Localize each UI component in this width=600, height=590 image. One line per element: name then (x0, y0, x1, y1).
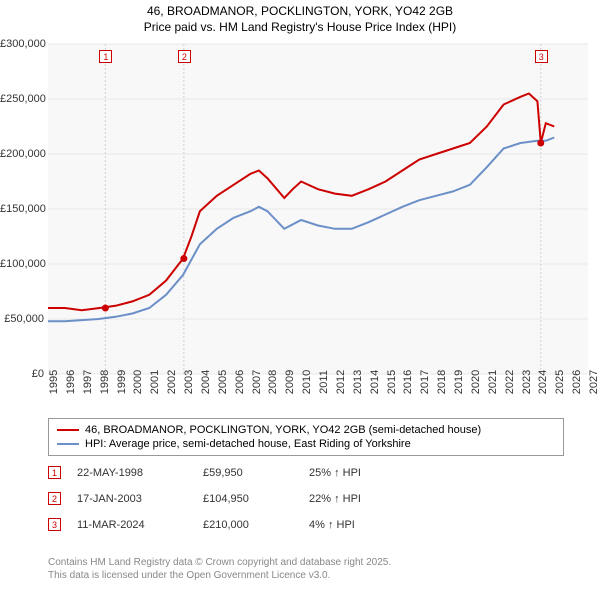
legend-item-2: HPI: Average price, semi-detached house,… (57, 437, 555, 451)
x-tick-label: 2017 (419, 370, 431, 394)
x-tick-label: 2002 (166, 370, 178, 394)
x-tick-label: 2004 (200, 370, 212, 394)
x-tick-label: 1997 (82, 370, 94, 394)
chart-svg (48, 44, 588, 374)
sale-pct-1: 25% ↑ HPI (309, 467, 409, 479)
y-tick-label: £50,000 (0, 313, 44, 325)
x-tick-label: 2015 (386, 370, 398, 394)
legend-swatch-2 (57, 443, 79, 445)
x-tick-label: 2012 (335, 370, 347, 394)
x-tick-label: 2021 (487, 370, 499, 394)
sale-date-2: 17-JAN-2003 (77, 493, 197, 505)
x-tick-label: 2024 (537, 370, 549, 394)
sale-price-1: £59,950 (203, 467, 303, 479)
x-tick-label: 2020 (470, 370, 482, 394)
x-tick-label: 2027 (588, 370, 600, 394)
x-tick-label: 2005 (217, 370, 229, 394)
y-tick-label: £100,000 (0, 258, 44, 270)
x-tick-label: 2018 (436, 370, 448, 394)
x-tick-label: 2019 (453, 370, 465, 394)
y-tick-label: £150,000 (0, 203, 44, 215)
legend: 46, BROADMANOR, POCKLINGTON, YORK, YO42 … (48, 418, 564, 456)
x-tick-label: 2013 (352, 370, 364, 394)
sale-pct-2: 22% ↑ HPI (309, 493, 409, 505)
sale-price-2: £104,950 (203, 493, 303, 505)
x-tick-label: 1999 (116, 370, 128, 394)
title-line-2: Price paid vs. HM Land Registry's House … (0, 20, 600, 36)
sale-point-marker-2: 2 (178, 50, 191, 63)
x-tick-label: 1996 (65, 370, 77, 394)
x-tick-label: 2016 (402, 370, 414, 394)
x-tick-label: 2009 (284, 370, 296, 394)
y-tick-label: £0 (0, 368, 44, 380)
x-tick-label: 2022 (504, 370, 516, 394)
x-tick-label: 2011 (318, 370, 330, 394)
sale-row-1: 1 22-MAY-1998 £59,950 25% ↑ HPI (48, 466, 564, 479)
sale-date-1: 22-MAY-1998 (77, 467, 197, 479)
y-tick-label: £300,000 (0, 38, 44, 50)
x-tick-label: 2001 (149, 370, 161, 394)
x-tick-label: 2000 (132, 370, 144, 394)
x-tick-label: 2008 (267, 370, 279, 394)
x-tick-label: 2006 (234, 370, 246, 394)
legend-swatch-1 (57, 429, 79, 431)
sale-point-marker-3: 3 (535, 50, 548, 63)
legend-label-2: HPI: Average price, semi-detached house,… (85, 438, 411, 450)
sale-pct-3: 4% ↑ HPI (309, 519, 409, 531)
x-tick-label: 2014 (369, 370, 381, 394)
y-tick-label: £250,000 (0, 93, 44, 105)
x-tick-label: 1998 (99, 370, 111, 394)
sale-row-2: 2 17-JAN-2003 £104,950 22% ↑ HPI (48, 492, 564, 505)
sale-marker-2: 2 (48, 492, 61, 505)
x-tick-label: 2010 (301, 370, 313, 394)
legend-label-1: 46, BROADMANOR, POCKLINGTON, YORK, YO42 … (85, 424, 481, 436)
chart-title: 46, BROADMANOR, POCKLINGTON, YORK, YO42 … (0, 0, 600, 35)
x-tick-label: 2026 (571, 370, 583, 394)
x-tick-label: 1995 (48, 370, 60, 394)
sale-row-3: 3 11-MAR-2024 £210,000 4% ↑ HPI (48, 518, 564, 531)
sale-marker-3: 3 (48, 518, 61, 531)
legend-item-1: 46, BROADMANOR, POCKLINGTON, YORK, YO42 … (57, 423, 555, 437)
chart-area: 1 2 3 (48, 44, 588, 374)
footer-line-1: Contains HM Land Registry data © Crown c… (48, 556, 391, 569)
sale-point-marker-1: 1 (99, 50, 112, 63)
y-tick-label: £200,000 (0, 148, 44, 160)
x-tick-label: 2007 (251, 370, 263, 394)
sale-price-3: £210,000 (203, 519, 303, 531)
sale-date-3: 11-MAR-2024 (77, 519, 197, 531)
footer-line-2: This data is licensed under the Open Gov… (48, 569, 391, 582)
x-tick-label: 2025 (554, 370, 566, 394)
x-tick-label: 2003 (183, 370, 195, 394)
footer: Contains HM Land Registry data © Crown c… (48, 556, 391, 582)
x-tick-label: 2023 (521, 370, 533, 394)
sale-marker-1: 1 (48, 466, 61, 479)
title-line-1: 46, BROADMANOR, POCKLINGTON, YORK, YO42 … (0, 4, 600, 20)
